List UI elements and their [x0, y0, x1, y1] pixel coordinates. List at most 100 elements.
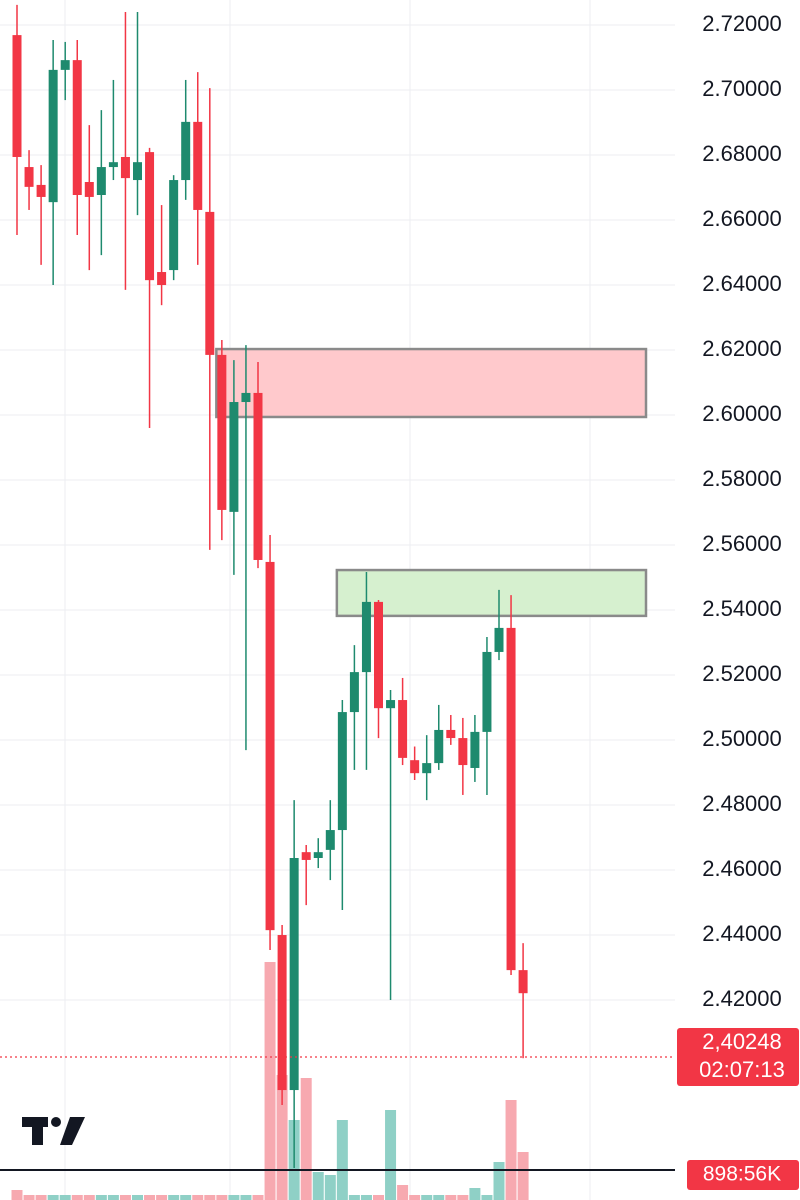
- candle-body: [470, 731, 480, 768]
- candle-body: [229, 402, 239, 512]
- y-tick-label: 2.62000: [702, 336, 782, 361]
- candle-body: [458, 738, 468, 766]
- volume-bar: [216, 1195, 228, 1200]
- candle-body: [181, 121, 191, 181]
- candle-body: [301, 852, 311, 860]
- candle-body: [349, 672, 359, 713]
- candle-body: [96, 167, 106, 195]
- volume-bar: [95, 1195, 107, 1200]
- volume-bar: [397, 1185, 409, 1200]
- candle-body: [108, 162, 118, 168]
- candle-body: [386, 700, 396, 709]
- zones: [215, 347, 648, 618]
- volume-bar: [505, 1100, 517, 1200]
- volume-tag: [687, 1160, 799, 1190]
- candle-body: [241, 392, 251, 403]
- y-tick-label: 2.64000: [702, 271, 782, 296]
- volume-bar: [360, 1195, 372, 1200]
- volume-bar: [421, 1195, 433, 1200]
- volume-bar: [457, 1195, 469, 1200]
- volume-bar: [373, 1195, 384, 1200]
- candle-body: [72, 60, 82, 195]
- y-tick-label: 2.46000: [702, 856, 782, 881]
- volume-bar: [481, 1195, 493, 1200]
- logo-part: [32, 1117, 43, 1145]
- volume-bar: [264, 962, 276, 1200]
- y-tick-label: 2.72000: [702, 11, 782, 36]
- volume-bar: [324, 1175, 336, 1200]
- candle-body: [337, 712, 347, 831]
- volume-bar: [11, 1190, 23, 1200]
- candle-body: [361, 601, 371, 673]
- y-tick-label: 2.54000: [702, 596, 782, 621]
- candle-body: [277, 935, 287, 1091]
- candle-body: [48, 69, 58, 203]
- volume-bar: [47, 1195, 59, 1200]
- price-tag: [677, 1027, 799, 1086]
- candle-body: [422, 763, 432, 774]
- volume-tag-label: 898:56K: [703, 1163, 781, 1186]
- candle-body: [289, 858, 299, 1091]
- zone: [335, 568, 648, 618]
- y-tick-label: 2.44000: [702, 921, 782, 946]
- logo-part: [51, 1117, 61, 1127]
- volume-bar: [409, 1195, 421, 1200]
- logo-part: [60, 1117, 85, 1145]
- candle-body: [193, 121, 203, 210]
- candle-body: [518, 970, 528, 994]
- candle-body: [24, 167, 34, 187]
- volume-bar: [228, 1195, 240, 1200]
- candle-body: [374, 601, 383, 709]
- y-tick-label: 2.68000: [702, 141, 782, 166]
- volume-bar: [59, 1195, 71, 1200]
- volume-bar: [312, 1172, 324, 1200]
- volume-bar: [119, 1195, 131, 1200]
- candle-body: [205, 211, 215, 355]
- price-tag-label: 2,40248: [702, 1029, 782, 1054]
- volume-bar: [385, 1110, 397, 1200]
- volume-bar: [71, 1195, 83, 1200]
- volume-bar: [180, 1195, 192, 1200]
- y-tick-label: 2.60000: [702, 401, 782, 426]
- volume-bar: [192, 1195, 204, 1200]
- candle-body: [313, 852, 323, 858]
- candle-body: [169, 180, 179, 271]
- candle-body: [482, 651, 492, 732]
- volume-bar: [156, 1195, 168, 1200]
- y-tick-label: 2.48000: [702, 791, 782, 816]
- candle-body: [446, 729, 456, 739]
- candle-body: [217, 354, 227, 510]
- y-tick-label: 2.58000: [702, 466, 782, 491]
- candle-body: [494, 627, 504, 652]
- volume-bar: [300, 1078, 312, 1200]
- candle-body: [60, 60, 70, 70]
- volume-bar: [168, 1195, 180, 1200]
- volume-bar: [252, 1195, 264, 1200]
- y-tick-label: 2.56000: [702, 531, 782, 556]
- candle-body: [265, 561, 275, 931]
- volume-bar: [493, 1162, 505, 1200]
- candle-body: [36, 184, 46, 197]
- volume-bar: [204, 1195, 216, 1200]
- volume-bar: [83, 1195, 95, 1200]
- candle-body: [145, 152, 155, 281]
- candle-body: [120, 156, 130, 179]
- volume-bar: [276, 1075, 288, 1200]
- volume-bar: [107, 1195, 119, 1200]
- logo: [22, 1117, 85, 1145]
- candle-body: [506, 627, 516, 971]
- candles: [12, 4, 528, 1169]
- y-tick-label: 2.70000: [702, 76, 782, 101]
- volume-bar: [132, 1195, 143, 1200]
- y-tick-label: 2.50000: [702, 726, 782, 751]
- volume-bar: [517, 1152, 529, 1200]
- volume-bar: [469, 1188, 481, 1200]
- candle-body: [410, 760, 420, 774]
- candle-body: [133, 162, 142, 181]
- zone: [215, 347, 648, 419]
- candle-body: [398, 700, 408, 758]
- volume-bar: [348, 1195, 360, 1200]
- volume-bar: [433, 1195, 445, 1200]
- candle-body: [325, 830, 335, 850]
